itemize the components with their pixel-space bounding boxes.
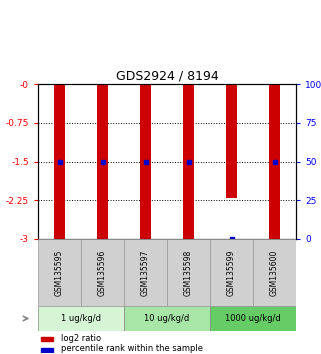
Bar bbox=[124, 306, 210, 331]
Text: log2 ratio: log2 ratio bbox=[61, 333, 101, 343]
Title: GDS2924 / 8194: GDS2924 / 8194 bbox=[116, 70, 218, 83]
Bar bbox=[269, 84, 280, 239]
Bar bbox=[253, 239, 296, 306]
Text: GSM135595: GSM135595 bbox=[55, 249, 64, 296]
Text: 1000 ug/kg/d: 1000 ug/kg/d bbox=[225, 314, 281, 323]
Bar bbox=[183, 84, 194, 239]
Bar bbox=[210, 306, 296, 331]
Bar bbox=[167, 239, 210, 306]
Text: percentile rank within the sample: percentile rank within the sample bbox=[61, 344, 203, 353]
Bar bbox=[54, 84, 65, 239]
Bar bbox=[124, 239, 167, 306]
Text: GSM135596: GSM135596 bbox=[98, 249, 107, 296]
Bar bbox=[40, 337, 54, 341]
Text: 10 ug/kg/d: 10 ug/kg/d bbox=[144, 314, 190, 323]
Bar bbox=[97, 84, 108, 239]
Bar bbox=[140, 84, 151, 239]
Bar bbox=[226, 84, 237, 198]
Bar bbox=[40, 348, 54, 352]
Bar bbox=[210, 239, 253, 306]
Text: GSM135598: GSM135598 bbox=[184, 249, 193, 296]
Text: GSM135599: GSM135599 bbox=[227, 249, 236, 296]
Bar bbox=[38, 306, 124, 331]
Bar bbox=[81, 239, 124, 306]
Text: 1 ug/kg/d: 1 ug/kg/d bbox=[61, 314, 101, 323]
Text: GSM135600: GSM135600 bbox=[270, 249, 279, 296]
Bar bbox=[38, 239, 81, 306]
Text: GSM135597: GSM135597 bbox=[141, 249, 150, 296]
